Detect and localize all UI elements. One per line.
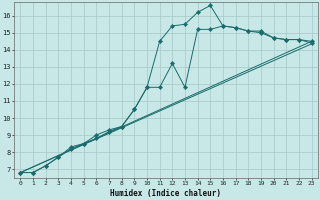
- X-axis label: Humidex (Indice chaleur): Humidex (Indice chaleur): [110, 189, 221, 198]
